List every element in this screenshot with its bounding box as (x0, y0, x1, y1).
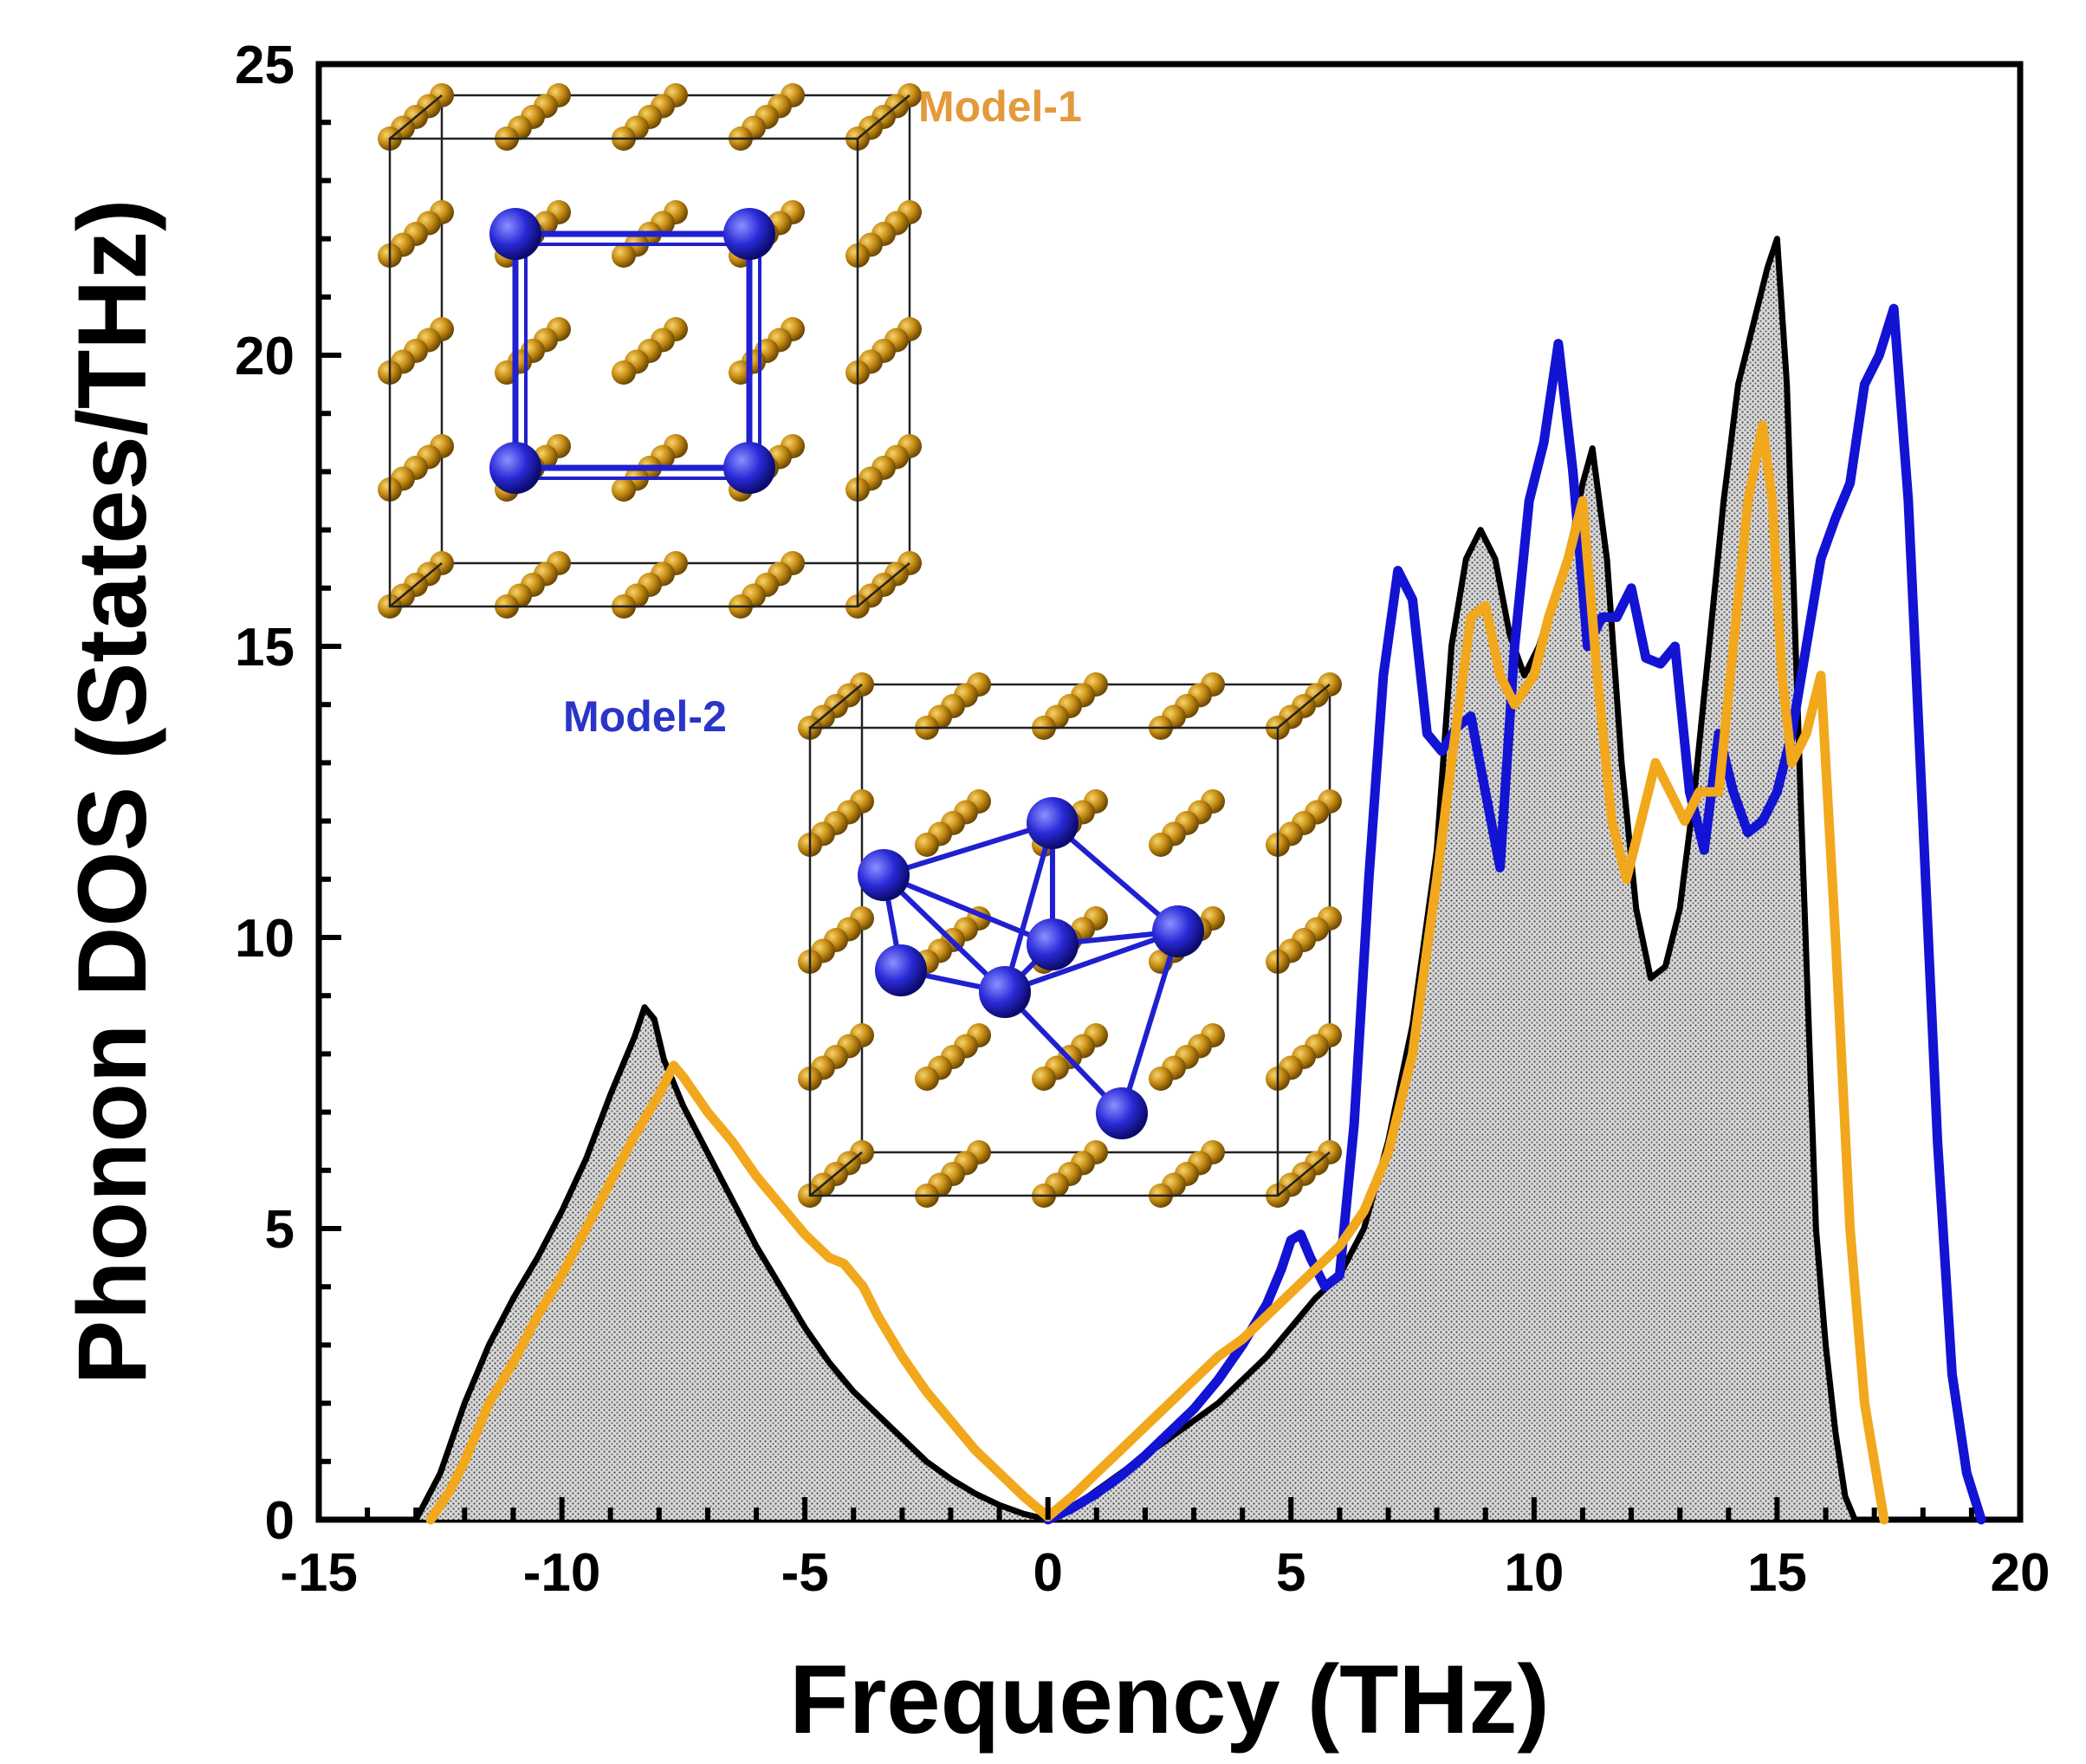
reference-area-fill (392, 238, 1875, 1521)
x-tick-label: 15 (1747, 1543, 1807, 1603)
x-axis-ticks: -15 -10 -5 0 5 10 15 20 (280, 1497, 2050, 1603)
model-1-series-line (425, 420, 1889, 1525)
y-axis-title: Phonon DOS (States/THz) (58, 199, 166, 1385)
x-tick-label: 20 (1991, 1543, 2050, 1603)
crystal-structure-inset-model-2 (798, 672, 1342, 1208)
series-layer (388, 236, 1986, 1525)
x-tick-label: -15 (280, 1543, 358, 1603)
model-2-series-line (1043, 303, 1986, 1525)
y-tick-label: 5 (265, 1200, 295, 1260)
model-2-label: Model-2 (563, 692, 727, 741)
y-tick-label: 10 (235, 909, 295, 969)
x-tick-label: 10 (1504, 1543, 1564, 1603)
y-tick-label: 0 (265, 1491, 295, 1551)
reference-series-line (388, 236, 1878, 1523)
y-axis-ticks: 0 5 10 15 20 25 (235, 36, 341, 1551)
y-tick-label: 20 (235, 327, 295, 386)
crystal-structure-inset-model-1 (378, 83, 922, 619)
x-tick-label: -10 (523, 1543, 601, 1603)
y-tick-label: 15 (235, 618, 295, 678)
y-tick-label: 25 (235, 36, 295, 95)
model-1-label: Model-1 (918, 82, 1082, 131)
x-tick-label: -5 (781, 1543, 829, 1603)
x-tick-label: 5 (1276, 1543, 1305, 1603)
x-axis-title: Frequency (THz) (789, 1645, 1549, 1754)
x-tick-label: 0 (1033, 1543, 1062, 1603)
